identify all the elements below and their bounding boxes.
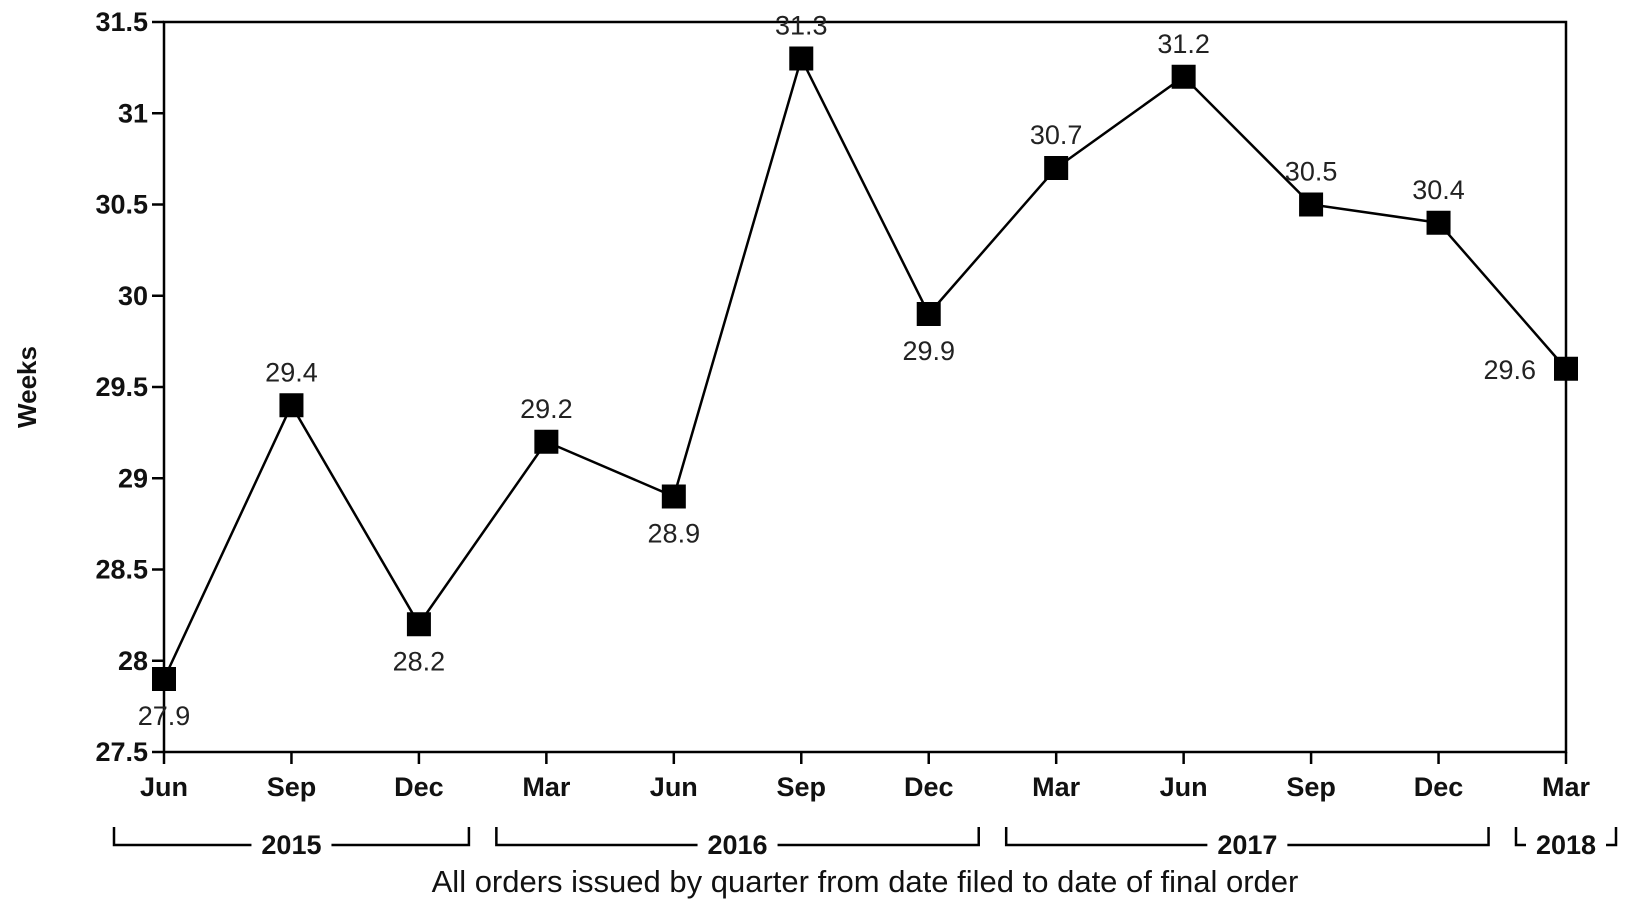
- x-tick-label: Jun: [650, 772, 698, 802]
- year-bracket: [495, 827, 980, 847]
- y-tick-label: 31.5: [95, 7, 148, 37]
- x-tick-label: Sep: [1286, 772, 1336, 802]
- x-tick-label: Mar: [522, 772, 571, 802]
- x-tick-label: Dec: [904, 772, 954, 802]
- data-label: 30.7: [1030, 120, 1083, 150]
- data-point: [1171, 64, 1196, 89]
- year-label: 2018: [1536, 830, 1596, 860]
- series-line: [152, 46, 1578, 691]
- data-point: [1554, 356, 1578, 381]
- year-brackets: 2015 2016 2017 2018: [112, 827, 1618, 860]
- y-tick-label: 29: [118, 463, 148, 493]
- data-label: 27.9: [138, 701, 191, 731]
- year-label: 2016: [708, 830, 768, 860]
- x-tick-label: Mar: [1542, 772, 1591, 802]
- x-axis: Jun Sep Dec Mar Jun Sep Dec Mar Jun Sep Dec Mar: [140, 752, 1591, 802]
- data-label: 29.2: [520, 394, 573, 424]
- data-label: 28.2: [393, 646, 446, 676]
- y-tick-label: 30: [118, 281, 148, 311]
- data-label: 30.4: [1412, 175, 1465, 205]
- x-tick-label: Sep: [777, 772, 827, 802]
- data-label: 29.4: [265, 357, 318, 387]
- y-tick-label: 28: [118, 646, 148, 676]
- data-point: [1299, 192, 1324, 217]
- plot-area: [162, 20, 1568, 754]
- x-tick-label: Dec: [394, 772, 444, 802]
- y-tick-label: 28.5: [95, 555, 148, 585]
- y-tick-label: 27.5: [95, 737, 148, 767]
- data-labels: 27.9 29.4 28.2 29.2 28.9 31.3 29.9 30.7 31.2 30.5…: [138, 11, 1536, 732]
- x-tick-label: Mar: [1032, 772, 1081, 802]
- year-bracket: [1514, 827, 1618, 847]
- data-label: 31.3: [775, 11, 828, 41]
- y-tick-label: 30.5: [95, 190, 148, 220]
- y-axis: 27.5 28 28.5 29 29.5 30 30.5 31 31.5: [95, 7, 164, 767]
- x-tick-label: Jun: [1160, 772, 1208, 802]
- x-tick-label: Sep: [267, 772, 317, 802]
- data-label: 31.2: [1157, 29, 1210, 59]
- data-point: [279, 393, 304, 418]
- x-axis-title: All orders issued by quarter from date f…: [432, 864, 1299, 899]
- data-point: [1426, 210, 1451, 235]
- year-label: 2015: [261, 830, 321, 860]
- year-bracket: [1004, 827, 1490, 847]
- x-tick-label: Dec: [1414, 772, 1464, 802]
- data-label: 28.9: [648, 519, 701, 549]
- data-point: [1044, 156, 1069, 180]
- data-label: 29.9: [902, 336, 955, 366]
- y-tick-label: 29.5: [95, 372, 148, 402]
- year-label: 2017: [1217, 830, 1277, 860]
- data-label: 30.5: [1285, 157, 1338, 187]
- data-point: [916, 302, 941, 326]
- x-tick-label: Jun: [140, 772, 188, 802]
- series-polyline: [162, 55, 1567, 680]
- data-label: 29.6: [1483, 355, 1536, 385]
- data-point: [789, 46, 814, 71]
- data-point: [661, 484, 686, 509]
- data-point: [534, 429, 559, 454]
- year-bracket: [112, 827, 471, 847]
- y-tick-label: 31: [118, 98, 148, 128]
- data-point: [406, 612, 431, 637]
- y-axis-title: Weeks: [12, 346, 42, 428]
- data-point: [152, 667, 176, 691]
